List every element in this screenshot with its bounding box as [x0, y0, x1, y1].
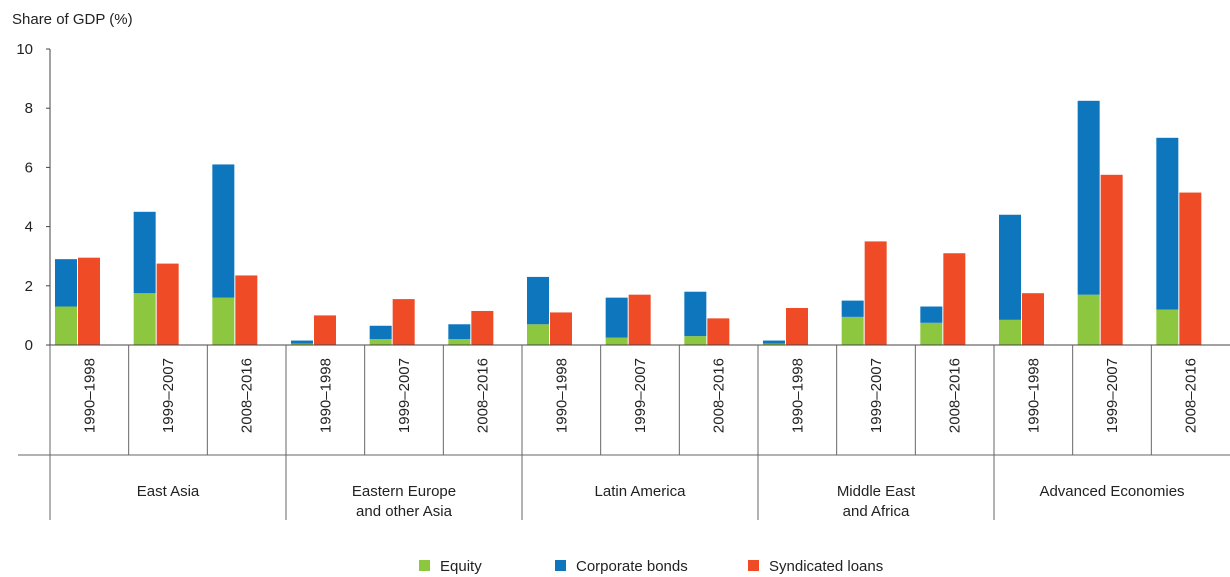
bar-equity: [1078, 295, 1100, 345]
legend-label: Syndicated loans: [769, 558, 883, 575]
y-axis-ticks: 0 2 4 6 8 10: [16, 41, 50, 354]
bar-syndicated-loans: [471, 311, 493, 345]
period-tick-label: 1990–1998: [789, 358, 806, 433]
bar-syndicated-loans: [786, 308, 808, 345]
y-axis-title: Share of GDP (%): [12, 11, 133, 28]
bar-syndicated-loans: [314, 315, 336, 345]
axes: [18, 49, 1230, 520]
bar-corporate-bonds: [842, 301, 864, 317]
x-axis-labels: 1990–1998 1999–2007 2008–2016 East Asia 1990…: [81, 358, 1199, 520]
period-tick-label: 1999–2007: [868, 358, 885, 433]
bar-syndicated-loans: [1179, 193, 1201, 345]
bar-syndicated-loans: [393, 299, 415, 345]
bar-syndicated-loans: [78, 258, 100, 345]
bar-equity: [842, 317, 864, 345]
bar-corporate-bonds: [212, 164, 234, 297]
bar-syndicated-loans: [943, 253, 965, 345]
bar-corporate-bonds: [763, 341, 785, 344]
legend-swatch: [555, 560, 566, 571]
period-tick-label: 2008–2016: [475, 358, 492, 433]
region-label: Latin America: [595, 483, 687, 500]
y-tick-label: 8: [25, 100, 33, 117]
bar-equity: [448, 339, 470, 345]
bar-equity: [55, 307, 77, 345]
bar-corporate-bonds: [1156, 138, 1178, 310]
bar-corporate-bonds: [448, 324, 470, 339]
region-label: and Africa: [843, 503, 910, 520]
period-tick-label: 1999–2007: [632, 358, 649, 433]
bar-syndicated-loans: [550, 312, 572, 345]
bar-syndicated-loans: [707, 318, 729, 345]
bar-equity: [527, 324, 549, 345]
period-tick-label: 2008–2016: [239, 358, 256, 433]
period-tick-label: 1999–2007: [160, 358, 177, 433]
bar-corporate-bonds: [370, 326, 392, 339]
bar-syndicated-loans: [1101, 175, 1123, 345]
period-tick-label: 1999–2007: [396, 358, 413, 433]
bar-corporate-bonds: [55, 259, 77, 306]
region-label: East Asia: [137, 483, 200, 500]
bar-corporate-bonds: [527, 277, 549, 324]
period-tick-label: 1999–2007: [1104, 358, 1121, 433]
bars: [55, 101, 1201, 345]
period-tick-label: 2008–2016: [711, 358, 728, 433]
bar-equity: [1156, 309, 1178, 345]
bar-syndicated-loans: [157, 264, 179, 345]
bar-corporate-bonds: [1078, 101, 1100, 295]
bar-equity: [999, 320, 1021, 345]
bar-equity: [920, 323, 942, 345]
bar-equity: [212, 298, 234, 345]
legend-swatch: [419, 560, 430, 571]
legend-label: Corporate bonds: [576, 558, 688, 575]
period-tick-label: 1990–1998: [1025, 358, 1042, 433]
y-tick-label: 2: [25, 278, 33, 295]
bar-corporate-bonds: [684, 292, 706, 336]
bar-corporate-bonds: [291, 341, 313, 344]
period-tick-label: 2008–2016: [1183, 358, 1200, 433]
period-tick-label: 2008–2016: [947, 358, 964, 433]
bar-equity: [606, 338, 628, 345]
bar-corporate-bonds: [999, 215, 1021, 320]
period-tick-label: 1990–1998: [317, 358, 334, 433]
bar-syndicated-loans: [865, 241, 887, 345]
bar-equity: [134, 293, 156, 345]
region-label: and other Asia: [356, 503, 453, 520]
bar-corporate-bonds: [606, 298, 628, 338]
bar-syndicated-loans: [629, 295, 651, 345]
region-label: Eastern Europe: [352, 483, 456, 500]
bar-syndicated-loans: [235, 275, 257, 345]
region-label: Middle East: [837, 483, 916, 500]
bar-equity: [684, 336, 706, 345]
y-tick-label: 10: [16, 41, 33, 58]
legend-label: Equity: [440, 558, 482, 575]
bar-equity: [370, 339, 392, 345]
bar-corporate-bonds: [134, 212, 156, 293]
bar-corporate-bonds: [920, 307, 942, 323]
period-tick-label: 1990–1998: [553, 358, 570, 433]
period-tick-label: 1990–1998: [81, 358, 98, 433]
region-label: Advanced Economies: [1039, 483, 1184, 500]
bar-syndicated-loans: [1022, 293, 1044, 345]
legend: Equity Corporate bonds Syndicated loans: [419, 558, 883, 575]
y-tick-label: 4: [25, 219, 33, 236]
legend-swatch: [748, 560, 759, 571]
y-tick-label: 0: [25, 337, 33, 354]
y-tick-label: 6: [25, 159, 33, 176]
